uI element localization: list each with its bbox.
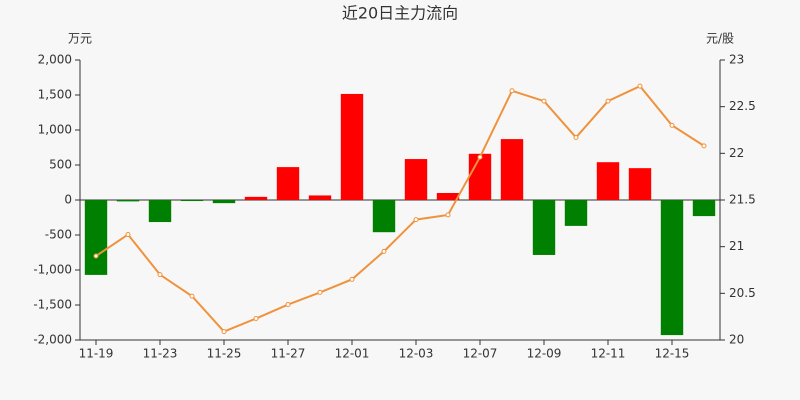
line-point (253, 316, 259, 322)
bar (468, 153, 492, 200)
x-tick-label: 12-07 (463, 347, 498, 361)
bar (340, 93, 364, 200)
bar (84, 200, 108, 275)
bar (692, 200, 716, 217)
line-point (349, 276, 355, 282)
bar (596, 162, 620, 200)
bar (660, 200, 684, 336)
bar (500, 139, 524, 200)
y2-tick-label: 23 (729, 53, 744, 67)
line-point (477, 154, 483, 160)
line-point (573, 134, 579, 140)
y-tick-label: 500 (49, 158, 72, 172)
y-tick-label: -1,500 (33, 298, 72, 312)
y-tick-label: 1,500 (38, 88, 72, 102)
bar (212, 200, 236, 204)
y-tick-label: -500 (45, 228, 72, 242)
line-point (445, 212, 451, 218)
bar (404, 159, 428, 200)
line-point (541, 98, 547, 104)
bar (116, 200, 140, 202)
bar (148, 200, 172, 223)
line-point (189, 293, 195, 299)
bar (180, 200, 204, 202)
line-point (125, 232, 131, 238)
line-point (605, 98, 611, 104)
y-tick-label: 0 (64, 193, 72, 207)
x-tick-label: 12-11 (591, 347, 626, 361)
x-tick-label: 11-27 (271, 347, 306, 361)
bar (244, 196, 268, 200)
y2-tick-label: 20.5 (729, 286, 756, 300)
x-tick-label: 11-19 (79, 347, 114, 361)
bar (532, 200, 556, 255)
y2-tick-label: 21 (729, 239, 744, 253)
line-point (285, 302, 291, 308)
x-tick-label: 11-25 (207, 347, 242, 361)
line-point (317, 289, 323, 295)
x-tick-label: 11-23 (143, 347, 178, 361)
line (95, 84, 705, 333)
y2-tick-label: 22 (729, 146, 744, 160)
bar (276, 167, 300, 200)
x-tick-label: 12-03 (399, 347, 434, 361)
bar (564, 200, 588, 226)
line-point (221, 329, 227, 335)
x-tick-label: 12-15 (655, 347, 690, 361)
y2-axis-unit: 元/股 (706, 32, 734, 46)
y-tick-label: 1,000 (38, 123, 72, 137)
bar (372, 200, 396, 233)
line-point (381, 248, 387, 254)
line-point (157, 272, 163, 278)
y2-tick-label: 21.5 (729, 193, 756, 207)
line-point (701, 143, 707, 149)
y-tick-label: -1,000 (33, 263, 72, 277)
bar (308, 195, 332, 200)
x-tick-label: 12-09 (527, 347, 562, 361)
y-tick-label: 2,000 (38, 53, 72, 67)
line-point (509, 88, 515, 94)
bar (436, 193, 460, 200)
line-point (637, 83, 643, 89)
line-point (669, 122, 675, 128)
y-axis-unit: 万元 (68, 32, 92, 46)
bar (628, 168, 652, 200)
x-tick-label: 12-01 (335, 347, 370, 361)
y-tick-label: -2,000 (33, 333, 72, 347)
line-point (413, 217, 419, 223)
chart-title: 近20日主力流向 (342, 4, 458, 23)
line-point (93, 253, 99, 259)
y2-tick-label: 20 (729, 333, 744, 347)
y2-tick-label: 22.5 (729, 99, 756, 113)
